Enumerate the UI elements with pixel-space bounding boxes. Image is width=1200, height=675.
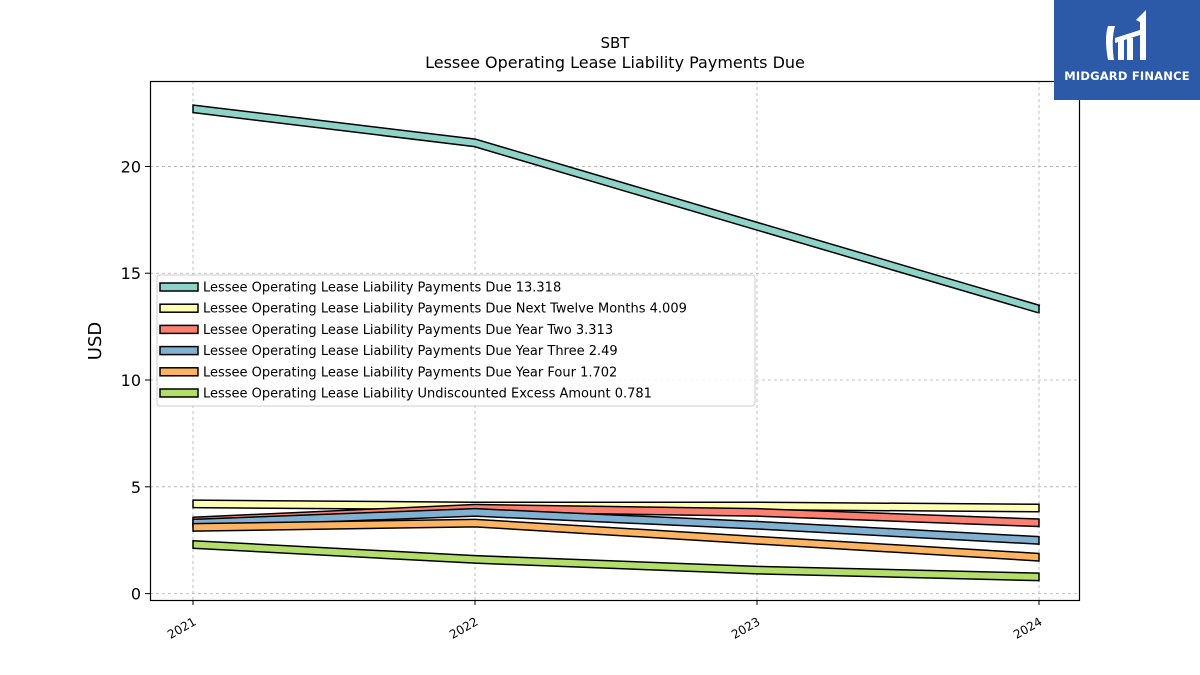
midgard-logo-icon [1106,10,1146,60]
legend-swatch [159,345,199,356]
legend-swatch [159,303,199,313]
series-line [192,518,1040,562]
plot-frame [149,80,1081,602]
series-line [192,539,1040,582]
y-tick-label: 20 [121,157,141,176]
y-tick-label: 5 [131,478,141,497]
y-tick-label: 15 [121,264,141,283]
logo-text: MIDGARD FINANCE [1064,69,1190,83]
series-lines [192,104,1041,582]
legend-swatch [159,367,199,377]
legend-label: Lessee Operating Lease Liability Payment… [203,323,613,338]
series-line-fill [192,105,1040,312]
legend-swatch [159,282,199,292]
y-tick-label: 10 [121,371,141,390]
legend-box [156,274,756,407]
x-tick-label: 2024 [1011,614,1044,641]
legend-swatch [159,324,199,335]
series-line [192,104,1041,314]
legend-label: Lessee Operating Lease Liability Payment… [203,344,618,359]
y-tick-label: 0 [131,585,141,604]
series-line-fill [192,509,1040,544]
chart-subtitle: Lessee Operating Lease Liability Payment… [425,53,805,72]
legend-swatch [159,388,199,398]
legend-label: Lessee Operating Lease Liability Payment… [203,302,687,317]
legend-label: Lessee Operating Lease Liability Payment… [203,365,617,380]
legend-label: Lessee Operating Lease Liability Payment… [203,281,561,296]
x-tick-label: 2023 [729,614,762,641]
midgard-finance-logo: MIDGARD FINANCE [1054,0,1200,100]
x-tick-label: 2021 [165,614,198,641]
series-line-fill [192,520,1040,561]
y-axis-label: USD [85,322,106,360]
chart-title: SBT [601,34,631,52]
x-tick-label: 2022 [447,614,480,641]
legend: Lessee Operating Lease Liability Payment… [156,274,756,407]
series-line-fill [192,541,1040,580]
legend-label: Lessee Operating Lease Liability Undisco… [203,387,652,402]
